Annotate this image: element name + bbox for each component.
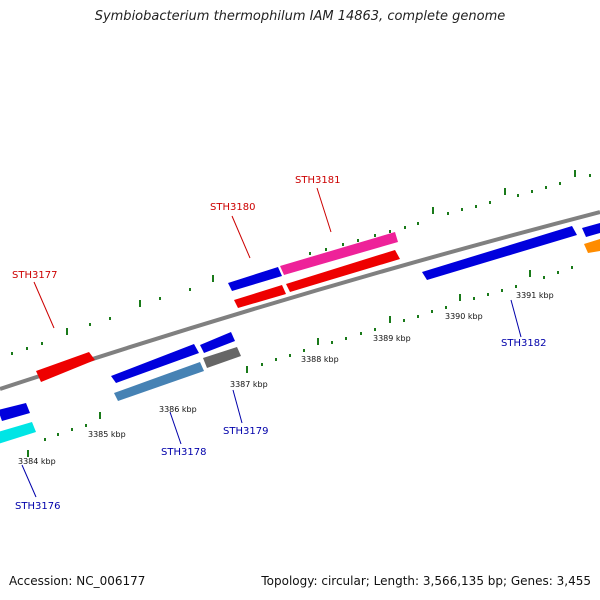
gene-cyan[interactable] xyxy=(0,422,36,444)
gene-label-STH3182: STH3182 xyxy=(501,338,546,349)
gene-label-STH3180: STH3180 xyxy=(210,202,255,213)
tick-label-3387: 3387 kbp xyxy=(230,380,268,389)
gene-STH3179-gray[interactable] xyxy=(203,347,241,368)
leader-STH3182 xyxy=(510,299,522,338)
tick-label-3390: 3390 kbp xyxy=(445,312,483,321)
tick-label-3389: 3389 kbp xyxy=(373,334,411,343)
gene-STH3181-pink[interactable] xyxy=(280,232,398,275)
gene-label-STH3181: STH3181 xyxy=(295,175,340,186)
gene-label-STH3178: STH3178 xyxy=(161,447,206,458)
tick-label-3391: 3391 kbp xyxy=(516,291,554,300)
leader-STH3176 xyxy=(21,464,37,498)
inner-tick-row xyxy=(27,266,573,457)
accession-text: Accession: NC_006177 xyxy=(9,574,146,588)
outer-tick-row xyxy=(11,170,591,355)
genome-backbone xyxy=(0,210,600,391)
gene-red-long[interactable] xyxy=(286,250,400,292)
leader-STH3177 xyxy=(33,281,55,329)
gene-label-STH3176: STH3176 xyxy=(15,501,60,512)
gene-blue-right-edge[interactable] xyxy=(582,223,600,237)
gene-STH3177-red[interactable] xyxy=(36,352,95,382)
tick-label-3388: 3388 kbp xyxy=(301,355,339,364)
tick-label-3385: 3385 kbp xyxy=(88,430,126,439)
genome-summary-text: Topology: circular; Length: 3,566,135 bp… xyxy=(261,574,591,588)
tick-label-3386: 3386 kbp xyxy=(159,405,197,414)
tick-label-3384: 3384 kbp xyxy=(18,457,56,466)
gene-label-STH3177: STH3177 xyxy=(12,270,57,281)
gene-blue-upper[interactable] xyxy=(228,267,282,291)
gene-blue-small[interactable] xyxy=(200,332,235,353)
leader-STH3178 xyxy=(169,411,182,445)
gene-blue-left-inner[interactable] xyxy=(0,403,30,421)
gene-STH3182-blue[interactable] xyxy=(422,226,577,280)
map-title: Symbiobacterium thermophilum IAM 14863, … xyxy=(94,9,506,24)
leader-STH3180 xyxy=(231,215,251,259)
leader-STH3179 xyxy=(232,389,243,424)
gene-STH3178-steelblue[interactable] xyxy=(114,362,204,401)
gene-STH3180-red[interactable] xyxy=(234,285,286,308)
gene-orange-right-edge[interactable] xyxy=(584,239,600,253)
gene-STH3178-blue[interactable] xyxy=(111,344,199,383)
gene-label-STH3179: STH3179 xyxy=(223,426,268,437)
leader-STH3181 xyxy=(316,187,332,233)
